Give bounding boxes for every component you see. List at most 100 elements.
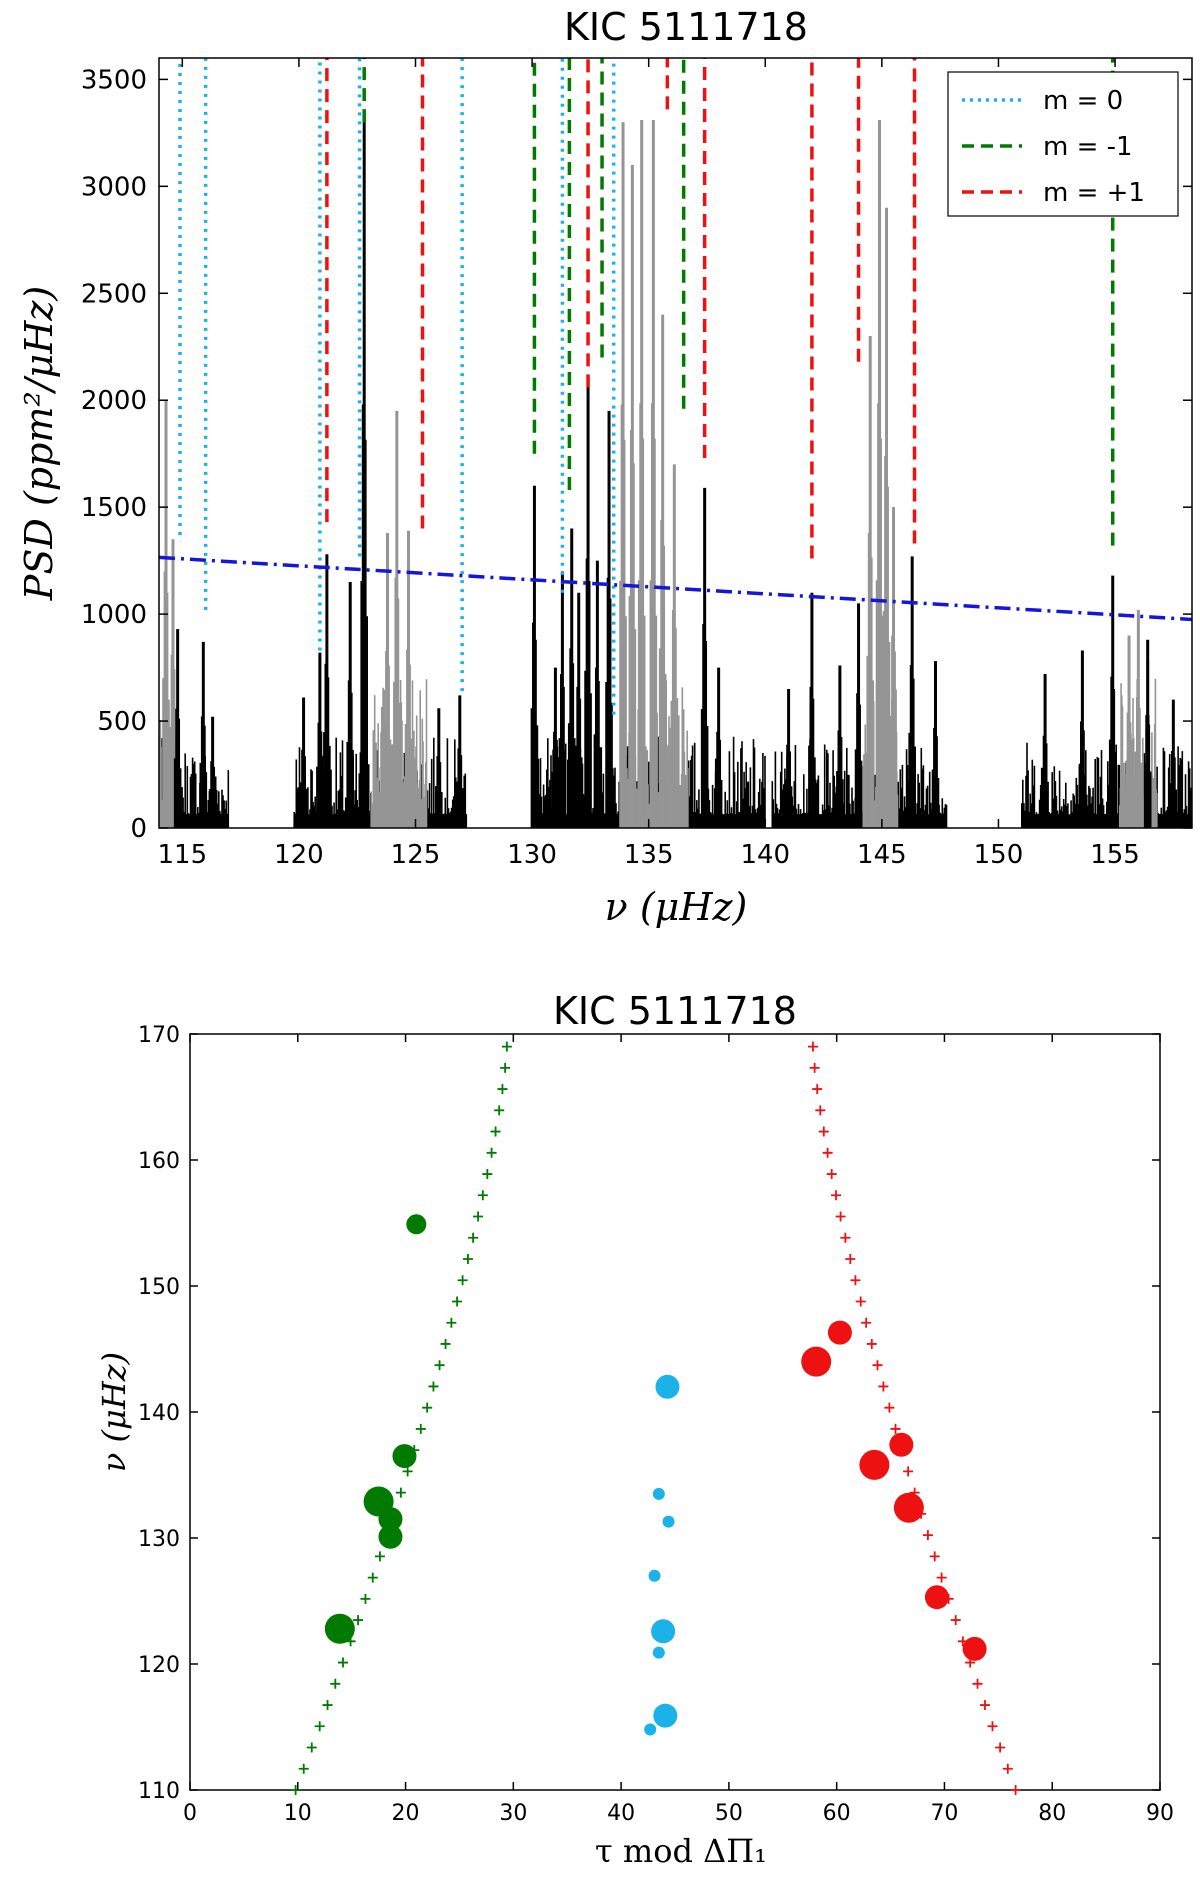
model-marker-m-minus1	[367, 1572, 378, 1583]
psd-y-tick-label: 500	[97, 707, 147, 737]
echelle-y-tick-label: 150	[138, 1275, 180, 1300]
model-marker-m-plus1	[809, 1062, 820, 1073]
echelle-y-ticks: 110 120 130 140 150 160 170	[138, 1023, 1160, 1804]
model-marker-m-plus1	[845, 1254, 856, 1264]
psd-peak-gray-15	[1125, 635, 1133, 828]
observed-point-mplus1	[859, 1449, 890, 1480]
psd-peak-black-4	[316, 652, 324, 828]
model-marker-m-plus1	[822, 1147, 833, 1158]
psd-peak-gray-5	[619, 122, 627, 828]
psd-peak-black-17	[605, 410, 613, 828]
psd-peak-gray-6	[628, 164, 637, 828]
psd-peak-black-16	[593, 560, 602, 828]
model-marker-m-plus1	[1002, 1763, 1013, 1774]
psd-peak-black-18	[700, 487, 709, 828]
model-marker-m-plus1	[987, 1721, 998, 1732]
psd-peak-gray-12	[875, 120, 884, 828]
observed-point-mminus1	[378, 1507, 403, 1532]
observed-point-m0	[651, 1619, 676, 1644]
model-marker-m-minus1	[490, 1126, 501, 1137]
psd-axes-frame	[158, 57, 1193, 829]
psd-peak-black-26	[1041, 674, 1049, 828]
echelle-model-markers	[290, 1041, 1021, 1795]
observed-point-mminus1	[324, 1613, 355, 1644]
psd-peak-black-1	[199, 641, 208, 828]
model-marker-m-plus1	[812, 1084, 823, 1095]
psd-x-tick-label: 125	[391, 840, 441, 870]
model-marker-m-plus1	[826, 1169, 837, 1180]
model-marker-m-minus1	[395, 1487, 406, 1498]
model-marker-m-minus1	[322, 1700, 333, 1711]
psd-peak-gray-2	[383, 532, 392, 828]
observed-point-mminus1	[378, 1524, 403, 1549]
psd-peak-black-7	[360, 122, 368, 828]
psd-peak-gray-10	[670, 464, 679, 828]
model-marker-m-minus1	[477, 1190, 488, 1201]
psd-panel: KIC 5111718 115 120 125 130 135 140 145 150 155 …	[17, 5, 1193, 929]
psd-legend: m = 0 m = -1 m = +1	[947, 71, 1179, 217]
model-marker-m-minus1	[374, 1551, 385, 1562]
psd-peak-gray-11	[866, 336, 875, 828]
psd-peak-black-30	[1169, 699, 1178, 828]
model-marker-m-minus1	[298, 1763, 309, 1774]
psd-peak-black-23	[854, 603, 863, 828]
model-marker-m-minus1	[353, 1615, 364, 1626]
echelle-panel: KIC 5111718 0 10 20 30 40 50 60 70 80 90 110 120 13…	[95, 989, 1174, 1870]
model-marker-m-minus1	[462, 1254, 473, 1264]
psd-peak-black-2	[208, 716, 217, 828]
psd-peak-black-5	[323, 554, 331, 828]
psd-x-tick-label: 135	[624, 840, 674, 870]
psd-x-tick-label: 130	[507, 840, 557, 870]
model-marker-m-minus1	[428, 1381, 439, 1392]
echelle-x-tick-label: 70	[930, 1801, 958, 1826]
psd-peak-gray-16	[1134, 609, 1143, 828]
observed-point-m0	[652, 1646, 665, 1659]
psd-y-tick-label: 0	[130, 814, 147, 844]
echelle-x-tick-label: 90	[1146, 1801, 1174, 1826]
psd-peak-black-6	[346, 582, 355, 828]
psd-peak-gray-13	[882, 207, 891, 828]
echelle-axes-frame	[189, 1033, 1161, 1791]
psd-x-tick-label: 145	[857, 840, 907, 870]
psd-peak-black-8	[435, 708, 443, 828]
psd-x-ticks: 115 120 125 130 135 140 145 150 155	[157, 58, 1140, 870]
model-marker-m-minus1	[415, 1423, 426, 1434]
psd-spectrum	[159, 120, 1192, 828]
model-marker-m-minus1	[337, 1657, 348, 1668]
echelle-x-tick-label: 30	[499, 1801, 527, 1826]
model-marker-m-plus1	[903, 1466, 914, 1477]
psd-peak-black-14	[574, 592, 583, 828]
model-marker-m-minus1	[468, 1232, 479, 1243]
model-marker-m-plus1	[835, 1211, 846, 1222]
model-marker-m-plus1	[995, 1742, 1006, 1753]
psd-peak-gray-4	[404, 530, 413, 828]
model-marker-m-plus1	[866, 1338, 877, 1349]
echelle-y-tick-label: 120	[138, 1653, 180, 1678]
echelle-x-tick-label: 80	[1038, 1801, 1066, 1826]
model-marker-m-minus1	[457, 1275, 468, 1286]
model-marker-m-plus1	[872, 1360, 883, 1371]
observed-point-mminus1	[392, 1444, 417, 1469]
psd-peak-black-11	[551, 667, 560, 828]
model-marker-m-minus1	[494, 1105, 505, 1116]
echelle-x-tick-label: 40	[607, 1801, 635, 1826]
echelle-x-tick-label: 20	[392, 1801, 420, 1826]
legend-label-m0: m = 0	[1043, 86, 1123, 116]
model-marker-m-plus1	[936, 1572, 947, 1583]
model-marker-m-plus1	[979, 1700, 990, 1711]
psd-title: KIC 5111718	[564, 5, 808, 49]
echelle-y-tick-label: 170	[138, 1023, 180, 1048]
echelle-x-tick-label: 0	[183, 1801, 197, 1826]
psd-peak-black-13	[567, 528, 576, 828]
psd-y-tick-label: 3500	[81, 65, 147, 95]
model-marker-m-minus1	[330, 1678, 341, 1689]
observed-point-mplus1	[827, 1320, 852, 1345]
psd-peak-black-0	[173, 629, 182, 828]
model-marker-m-plus1	[922, 1530, 933, 1541]
model-marker-m-plus1	[1010, 1785, 1021, 1795]
model-marker-m-plus1	[818, 1126, 829, 1137]
observed-point-m0	[652, 1487, 665, 1500]
psd-x-tick-label: 140	[740, 840, 790, 870]
model-marker-m-plus1	[878, 1381, 889, 1392]
